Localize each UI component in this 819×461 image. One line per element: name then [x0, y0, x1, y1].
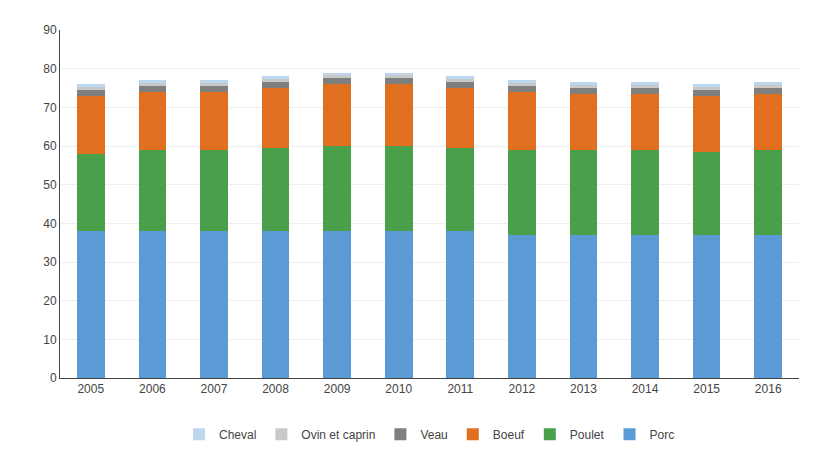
svg-text:Veau: Veau [420, 428, 447, 442]
svg-text:90: 90 [43, 23, 57, 37]
svg-text:2010: 2010 [385, 382, 412, 396]
svg-text:Porc: Porc [649, 428, 674, 442]
svg-text:2008: 2008 [262, 382, 289, 396]
svg-text:Boeuf: Boeuf [493, 428, 525, 442]
svg-text:2009: 2009 [324, 382, 351, 396]
svg-text:2005: 2005 [77, 382, 104, 396]
svg-text:2013: 2013 [570, 382, 597, 396]
svg-text:2016: 2016 [755, 382, 782, 396]
svg-text:20: 20 [43, 294, 57, 308]
svg-text:2011: 2011 [447, 382, 473, 396]
svg-text:2014: 2014 [632, 382, 659, 396]
svg-text:70: 70 [43, 101, 57, 115]
svg-text:2015: 2015 [693, 382, 720, 396]
svg-text:10: 10 [43, 333, 57, 347]
svg-text:80: 80 [43, 62, 57, 76]
svg-text:Poulet: Poulet [570, 428, 605, 442]
svg-text:Cheval: Cheval [219, 428, 256, 442]
svg-text:60: 60 [43, 139, 57, 153]
svg-text:40: 40 [43, 217, 57, 231]
svg-text:Ovin et caprin: Ovin et caprin [301, 428, 375, 442]
svg-text:30: 30 [43, 255, 57, 269]
svg-text:2007: 2007 [201, 382, 228, 396]
svg-text:2006: 2006 [139, 382, 166, 396]
svg-text:2012: 2012 [509, 382, 536, 396]
svg-text:0: 0 [50, 371, 57, 385]
svg-text:50: 50 [43, 178, 57, 192]
